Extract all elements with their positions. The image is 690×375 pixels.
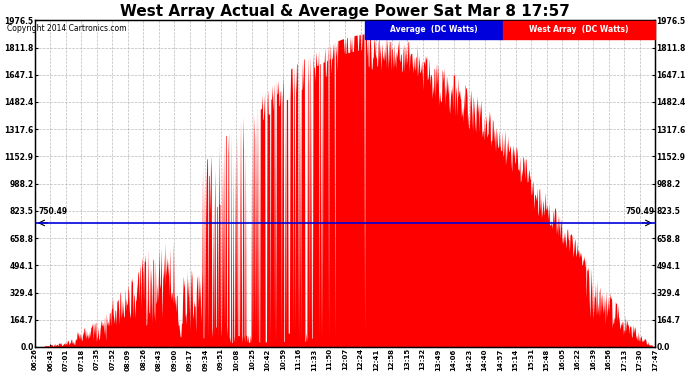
Text: Average  (DC Watts): Average (DC Watts)	[391, 25, 478, 34]
Text: Copyright 2014 Cartronics.com: Copyright 2014 Cartronics.com	[7, 24, 126, 33]
Text: West Array  (DC Watts): West Array (DC Watts)	[529, 25, 629, 34]
Text: 750.49: 750.49	[38, 207, 67, 216]
Title: West Array Actual & Average Power Sat Mar 8 17:57: West Array Actual & Average Power Sat Ma…	[120, 4, 570, 19]
Text: 750.49: 750.49	[626, 207, 655, 216]
